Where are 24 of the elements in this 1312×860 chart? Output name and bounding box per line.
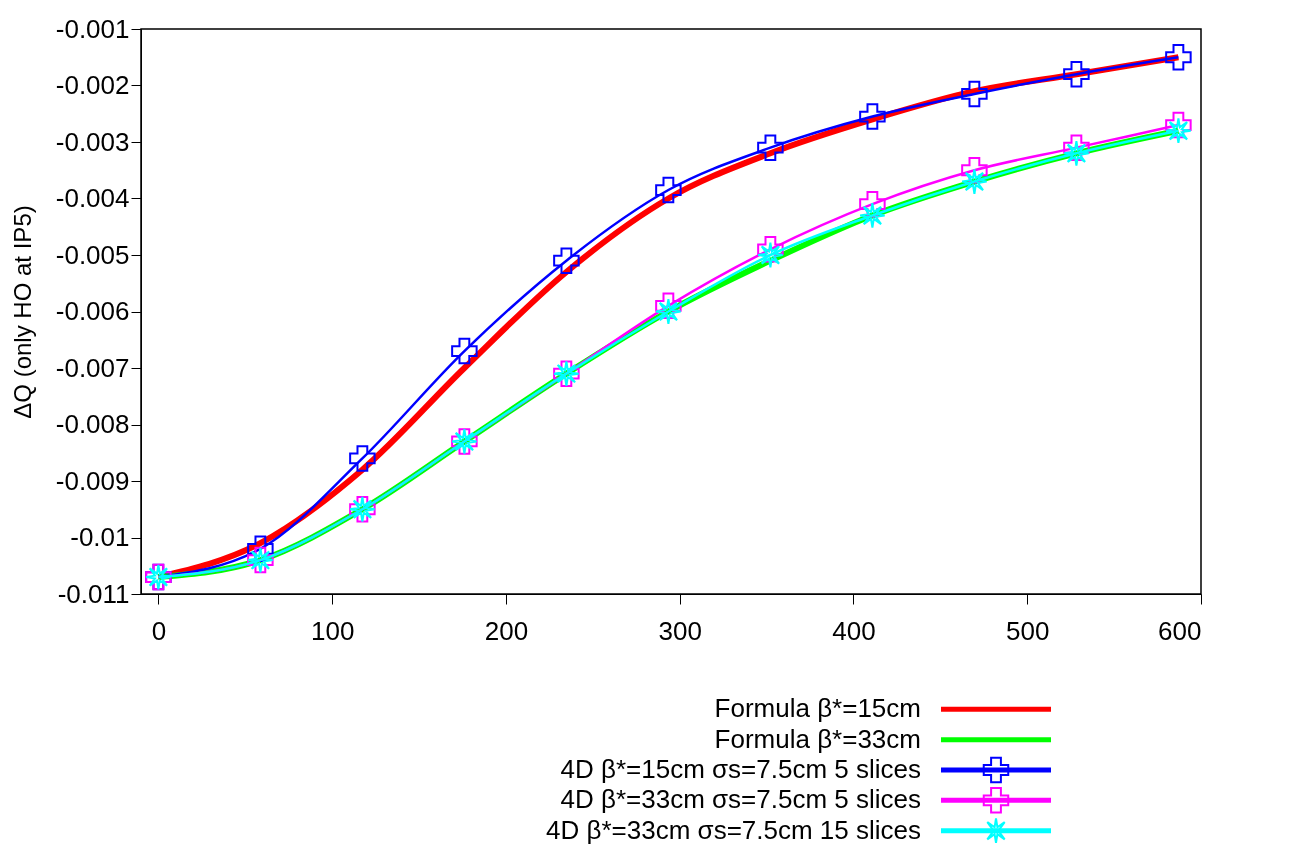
- y-axis-title: ΔQ (only HO at IP5): [8, 205, 36, 419]
- x-tick-label: 600: [1158, 615, 1202, 646]
- legend-label: 4D β*=15cm σs=7.5cm 5 slices: [560, 754, 921, 784]
- y-tick-label: -0.004: [55, 183, 130, 213]
- legend-label: Formula β*=33cm: [714, 723, 921, 754]
- y-tick-label: -0.002: [55, 70, 130, 100]
- x-tick-label: 400: [832, 615, 876, 646]
- legend-label: Formula β*=15cm: [714, 693, 921, 724]
- legend-label: 4D β*=33cm σs=7.5cm 5 slices: [560, 784, 921, 815]
- y-tick-label: -0.009: [55, 465, 130, 496]
- y-tick-label: -0.006: [55, 296, 130, 326]
- y-tick-label: -0.005: [55, 239, 130, 270]
- y-tick-label: -0.011: [57, 578, 130, 609]
- y-tick-label: -0.001: [55, 13, 130, 44]
- y-tick-label: -0.003: [55, 126, 130, 157]
- y-tick-label: -0.01: [70, 522, 130, 552]
- x-tick-label: 100: [310, 615, 355, 646]
- x-tick-label: 200: [484, 615, 529, 646]
- x-tick-label: 500: [1006, 615, 1050, 646]
- x-tick-label: 0: [151, 615, 167, 646]
- legend-label: 4D β*=33cm σs=7.5cm 15 slices: [546, 814, 921, 845]
- x-tick-label: 300: [658, 615, 702, 646]
- y-tick-label: -0.008: [55, 409, 130, 439]
- y-tick-label: -0.007: [55, 352, 130, 383]
